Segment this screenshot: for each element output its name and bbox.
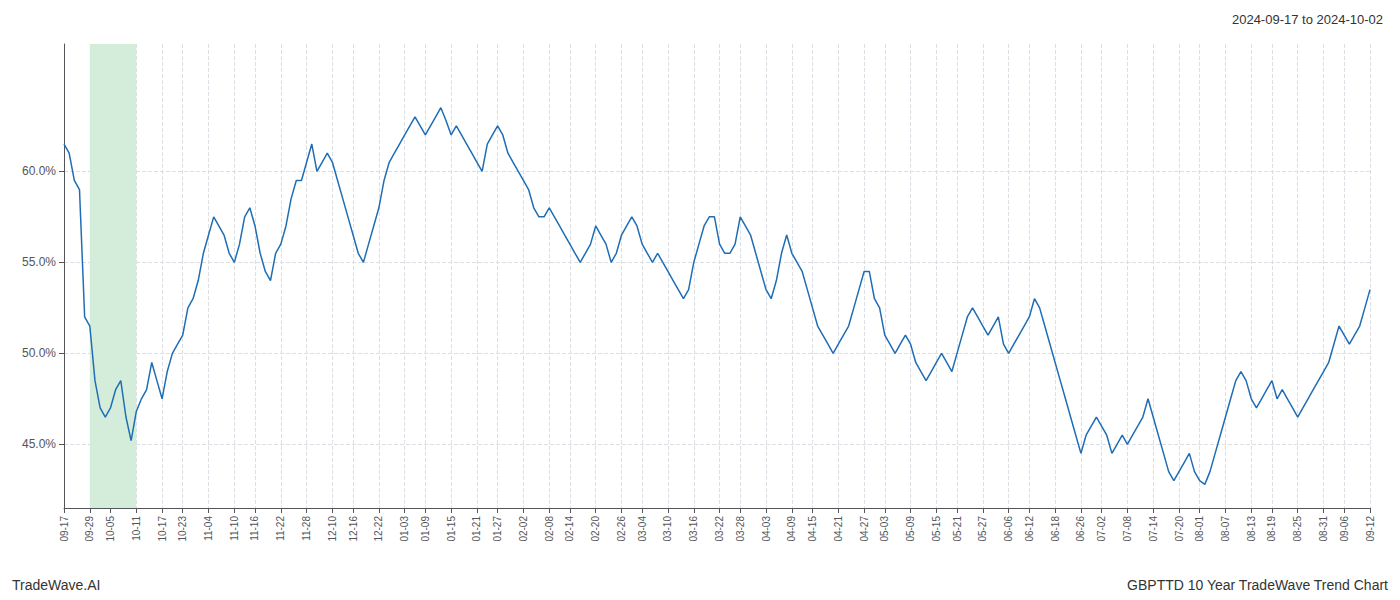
svg-text:11-04: 11-04 <box>203 516 214 541</box>
svg-text:10-11: 10-11 <box>131 516 142 541</box>
svg-text:03-16: 03-16 <box>688 516 699 542</box>
svg-text:03-04: 03-04 <box>637 516 648 542</box>
svg-text:09-12: 09-12 <box>1365 516 1376 542</box>
svg-text:06-12: 06-12 <box>1024 516 1035 542</box>
svg-text:01-09: 01-09 <box>420 516 431 542</box>
svg-text:06-26: 06-26 <box>1075 516 1086 542</box>
svg-text:50.0%: 50.0% <box>22 346 56 360</box>
svg-text:04-03: 04-03 <box>761 516 772 542</box>
svg-text:08-13: 08-13 <box>1246 516 1257 542</box>
svg-text:03-22: 03-22 <box>714 516 725 542</box>
svg-text:09-17: 09-17 <box>59 516 70 542</box>
svg-text:08-31: 08-31 <box>1318 516 1329 542</box>
svg-text:07-02: 07-02 <box>1096 516 1107 542</box>
svg-text:05-15: 05-15 <box>931 516 942 542</box>
svg-text:02-02: 02-02 <box>518 516 529 542</box>
svg-text:TradeWave.AI: TradeWave.AI <box>12 577 100 593</box>
svg-text:03-10: 03-10 <box>662 516 673 542</box>
svg-text:GBPTTD 10 Year TradeWave Trend: GBPTTD 10 Year TradeWave Trend Chart <box>1127 577 1388 593</box>
svg-text:02-08: 02-08 <box>544 516 555 542</box>
svg-text:55.0%: 55.0% <box>22 255 56 269</box>
svg-text:03-28: 03-28 <box>735 516 746 542</box>
svg-text:10-05: 10-05 <box>105 516 116 542</box>
svg-text:04-27: 04-27 <box>859 516 870 542</box>
svg-text:05-03: 05-03 <box>879 516 890 542</box>
svg-text:01-27: 01-27 <box>492 516 503 542</box>
svg-text:08-01: 08-01 <box>1194 516 1205 542</box>
svg-text:04-21: 04-21 <box>833 516 844 542</box>
svg-text:02-26: 02-26 <box>616 516 627 542</box>
svg-text:07-14: 07-14 <box>1148 516 1159 542</box>
svg-text:04-15: 04-15 <box>807 516 818 542</box>
svg-text:06-18: 06-18 <box>1050 516 1061 542</box>
svg-text:11-16: 11-16 <box>249 516 260 541</box>
svg-text:12-10: 12-10 <box>327 516 338 542</box>
svg-text:01-15: 01-15 <box>446 516 457 542</box>
svg-text:05-27: 05-27 <box>977 516 988 542</box>
svg-text:01-21: 01-21 <box>471 516 482 542</box>
svg-text:05-09: 05-09 <box>905 516 916 542</box>
svg-text:2024-09-17 to 2024-10-02: 2024-09-17 to 2024-10-02 <box>1232 12 1383 27</box>
svg-text:12-16: 12-16 <box>348 516 359 542</box>
svg-text:08-07: 08-07 <box>1220 516 1231 542</box>
svg-text:02-14: 02-14 <box>564 516 575 542</box>
svg-text:05-21: 05-21 <box>952 516 963 542</box>
svg-text:11-22: 11-22 <box>275 516 286 541</box>
svg-text:04-09: 04-09 <box>786 516 797 542</box>
svg-text:09-06: 09-06 <box>1339 516 1350 542</box>
svg-text:12-22: 12-22 <box>373 516 384 542</box>
svg-text:02-20: 02-20 <box>590 516 601 542</box>
svg-text:01-03: 01-03 <box>399 516 410 542</box>
svg-text:10-23: 10-23 <box>177 516 188 542</box>
svg-text:08-25: 08-25 <box>1292 516 1303 542</box>
svg-text:60.0%: 60.0% <box>22 164 56 178</box>
svg-text:09-29: 09-29 <box>84 516 95 542</box>
svg-text:11-10: 11-10 <box>229 516 240 541</box>
svg-text:06-06: 06-06 <box>1003 516 1014 542</box>
svg-text:10-17: 10-17 <box>157 516 168 542</box>
svg-text:07-08: 07-08 <box>1122 516 1133 542</box>
svg-text:11-28: 11-28 <box>301 516 312 541</box>
svg-text:45.0%: 45.0% <box>22 437 56 451</box>
svg-text:07-20: 07-20 <box>1174 516 1185 542</box>
svg-text:08-19: 08-19 <box>1266 516 1277 542</box>
